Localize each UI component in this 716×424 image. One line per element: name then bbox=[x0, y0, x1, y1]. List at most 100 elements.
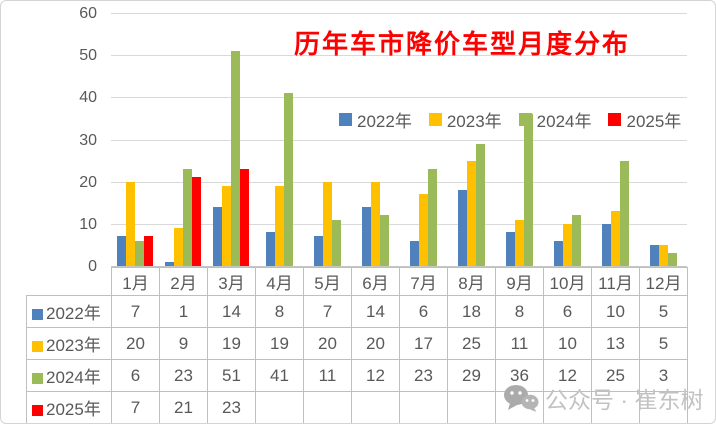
legend-item-2025年: 2025年 bbox=[608, 107, 681, 132]
legend-swatch bbox=[518, 112, 532, 126]
legend-item-2022年: 2022年 bbox=[339, 107, 412, 132]
bar-2023年-3月 bbox=[222, 186, 231, 266]
chart-legend: 2022年 2023年 2024年 2025年 bbox=[339, 107, 681, 132]
month-header-cell: 7月 bbox=[399, 267, 448, 296]
table-value-cell bbox=[351, 391, 400, 423]
month-header-cell: 10月 bbox=[543, 267, 592, 296]
bar-2023年-11月 bbox=[610, 211, 620, 266]
table-value-cell: 10 bbox=[591, 295, 640, 328]
table-corner-cell bbox=[27, 268, 112, 296]
legend-label: 2025年 bbox=[626, 111, 682, 131]
row-label-cell: 2024年 bbox=[26, 359, 112, 392]
bar-group-11月 bbox=[591, 14, 639, 266]
table-value-cell: 51 bbox=[207, 359, 256, 392]
data-table: 1月 2月 3月 4月 5月 6月 7月 8月 9月 10月 11月 12月 2022年 7 1 14 8 7 14… bbox=[26, 267, 688, 423]
table-header-row: 1月 2月 3月 4月 5月 6月 7月 8月 9月 10月 11月 12月 bbox=[27, 267, 688, 296]
table-value-cell: 5 bbox=[639, 295, 688, 328]
bar-group-8月 bbox=[447, 14, 495, 266]
row-legend-swatch bbox=[32, 405, 43, 416]
table-value-cell bbox=[303, 391, 352, 423]
watermark-text: 公众号 · 崔东树 bbox=[545, 387, 704, 413]
bar-group-5月 bbox=[303, 14, 351, 266]
bar-2025年-2月 bbox=[192, 177, 201, 266]
legend-label: 2022年 bbox=[357, 111, 412, 131]
table-value-cell: 11 bbox=[495, 327, 544, 360]
row-label-cell: 2023年 bbox=[26, 327, 112, 360]
bar-2024年-11月 bbox=[619, 161, 629, 266]
bar-2024年-6月 bbox=[379, 215, 389, 266]
table-value-cell: 5 bbox=[639, 327, 688, 360]
bar-2022年-10月 bbox=[553, 241, 563, 266]
table-value-cell: 18 bbox=[447, 295, 496, 328]
bar-group-7月 bbox=[399, 14, 447, 266]
bar-2022年-4月 bbox=[265, 232, 275, 266]
table-value-cell: 17 bbox=[399, 327, 448, 360]
bar-2024年-2月 bbox=[183, 169, 192, 266]
gridline bbox=[111, 13, 687, 14]
month-header-cell: 12月 bbox=[639, 267, 688, 296]
table-value-cell: 20 bbox=[111, 327, 160, 360]
legend-label: 2024年 bbox=[536, 111, 592, 131]
bar-2022年-6月 bbox=[361, 207, 371, 266]
bar-2023年-10月 bbox=[562, 224, 572, 266]
table-value-cell: 6 bbox=[399, 295, 448, 328]
table-value-cell: 6 bbox=[543, 295, 592, 328]
table-value-cell: 20 bbox=[351, 327, 400, 360]
bar-2023年-5月 bbox=[322, 182, 332, 266]
table-value-cell: 7 bbox=[111, 295, 160, 328]
bar-2024年-1月 bbox=[135, 241, 144, 266]
bar-group-12月 bbox=[639, 14, 687, 266]
row-label-text: 2025年 bbox=[46, 400, 101, 419]
table-value-cell: 7 bbox=[303, 295, 352, 328]
y-axis-label: 30 bbox=[79, 131, 97, 149]
table-value-cell bbox=[399, 391, 448, 423]
bar-2023年-2月 bbox=[174, 228, 183, 266]
watermark: 公众号 · 崔东树 bbox=[503, 381, 703, 415]
row-label-cell: 2025年 bbox=[26, 391, 112, 423]
bar-group-9月 bbox=[495, 14, 543, 266]
row-legend-swatch bbox=[32, 373, 43, 384]
table-value-cell bbox=[447, 391, 496, 423]
month-header-cell: 5月 bbox=[303, 267, 352, 296]
chart-title: 历年车市降价车型月度分布 bbox=[294, 29, 631, 59]
gridline bbox=[111, 223, 687, 225]
table-value-cell: 23 bbox=[207, 391, 256, 423]
bar-group-4月 bbox=[255, 14, 303, 266]
bar-2024年-4月 bbox=[283, 93, 293, 266]
table-value-cell: 20 bbox=[303, 327, 352, 360]
table-value-cell: 12 bbox=[351, 359, 400, 392]
table-value-cell: 8 bbox=[495, 295, 544, 328]
bar-2022年-11月 bbox=[601, 224, 611, 266]
bar-group-2月 bbox=[159, 14, 207, 266]
gridline bbox=[111, 55, 687, 57]
bar-2023年-8月 bbox=[466, 161, 476, 266]
y-axis-label: 40 bbox=[79, 89, 97, 107]
row-label-text: 2023年 bbox=[46, 336, 101, 355]
table-value-cell: 29 bbox=[447, 359, 496, 392]
month-header-cell: 11月 bbox=[591, 267, 640, 296]
month-header-cell: 4月 bbox=[255, 267, 304, 296]
table-row-2022年: 2022年 7 1 14 8 7 14 6 18 8 6 10 5 bbox=[26, 295, 688, 328]
bar-2024年-3月 bbox=[231, 51, 240, 266]
month-header-cell: 6月 bbox=[351, 267, 400, 296]
table-value-cell: 25 bbox=[591, 359, 640, 392]
month-header-cell: 2月 bbox=[159, 267, 208, 296]
table-value-cell bbox=[639, 391, 688, 423]
table-value-cell: 25 bbox=[447, 327, 496, 360]
table-value-cell: 19 bbox=[207, 327, 256, 360]
table-value-cell: 1 bbox=[159, 295, 208, 328]
wechat-icon bbox=[504, 385, 539, 412]
gridline bbox=[111, 181, 687, 183]
bar-2024年-10月 bbox=[571, 215, 581, 266]
table-value-cell: 14 bbox=[351, 295, 400, 328]
bar-2023年-9月 bbox=[514, 220, 524, 266]
y-axis: 0 10 20 30 40 50 60 bbox=[1, 5, 97, 275]
bar-2022年-12月 bbox=[649, 245, 659, 266]
legend-swatch bbox=[339, 112, 352, 126]
month-header-cell: 9月 bbox=[495, 267, 544, 296]
bar-2024年-7月 bbox=[427, 169, 437, 266]
table-value-cell: 11 bbox=[303, 359, 352, 392]
bar-group-1月 bbox=[111, 14, 159, 266]
legend-swatch bbox=[428, 112, 442, 126]
row-legend-swatch bbox=[32, 309, 43, 320]
